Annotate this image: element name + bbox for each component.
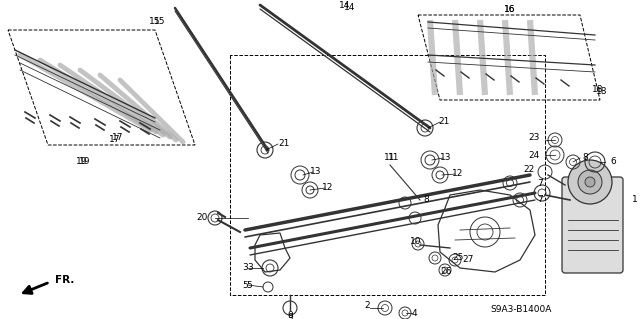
- Text: 3: 3: [247, 263, 253, 272]
- Text: 4: 4: [412, 308, 418, 317]
- Text: 9: 9: [287, 311, 293, 319]
- Text: 13: 13: [440, 153, 451, 162]
- Text: 1: 1: [632, 196, 637, 204]
- Text: 18: 18: [596, 87, 607, 97]
- Text: 19: 19: [79, 158, 91, 167]
- Circle shape: [585, 177, 595, 187]
- Text: 5: 5: [246, 280, 252, 290]
- Text: 8: 8: [423, 196, 429, 204]
- Text: 12: 12: [452, 169, 463, 179]
- Text: 11: 11: [388, 152, 399, 161]
- Circle shape: [568, 160, 612, 204]
- Text: 20: 20: [196, 212, 208, 221]
- Text: 14: 14: [339, 1, 351, 10]
- Text: 22: 22: [524, 166, 535, 174]
- Text: 23: 23: [529, 133, 540, 143]
- Text: 25: 25: [452, 254, 463, 263]
- Text: 3: 3: [243, 263, 248, 272]
- Text: FR.: FR.: [55, 275, 74, 285]
- Text: 24: 24: [529, 151, 540, 160]
- Text: 7: 7: [537, 179, 543, 188]
- Text: 27: 27: [462, 256, 474, 264]
- Text: 18: 18: [592, 85, 604, 94]
- Text: 12: 12: [322, 183, 333, 192]
- Text: 17: 17: [112, 133, 124, 143]
- Text: 13: 13: [310, 167, 321, 176]
- Text: 10: 10: [410, 238, 422, 247]
- Text: 16: 16: [504, 5, 516, 14]
- Text: 15: 15: [154, 18, 166, 26]
- Text: 6: 6: [610, 158, 616, 167]
- Text: 7: 7: [537, 196, 543, 204]
- Text: 5: 5: [243, 280, 248, 290]
- Text: 14: 14: [344, 4, 356, 12]
- Text: 21: 21: [438, 117, 449, 127]
- Text: 2: 2: [364, 300, 370, 309]
- Text: 15: 15: [149, 18, 161, 26]
- FancyBboxPatch shape: [562, 177, 623, 273]
- Circle shape: [578, 170, 602, 194]
- Text: 17: 17: [109, 136, 121, 145]
- Text: 26: 26: [440, 268, 451, 277]
- Text: 16: 16: [504, 5, 516, 14]
- Text: S9A3-B1400A: S9A3-B1400A: [490, 306, 552, 315]
- Text: 21: 21: [278, 139, 289, 149]
- Text: 19: 19: [76, 158, 88, 167]
- Text: 8: 8: [582, 153, 588, 162]
- Text: 11: 11: [384, 153, 396, 162]
- Text: 9: 9: [287, 314, 293, 319]
